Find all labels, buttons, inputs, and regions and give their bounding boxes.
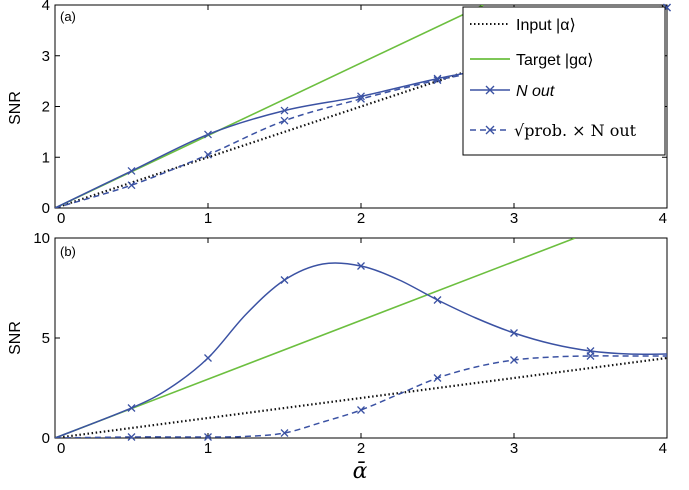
panel-a-xtick-label: 2 <box>357 210 365 227</box>
panel-a-ytick-label: 4 <box>42 0 50 14</box>
legend-target-label: Target |gα⟩ <box>516 52 593 69</box>
panel-b-nout-marker <box>204 354 212 362</box>
panel-b-prob-marker <box>127 433 136 441</box>
panel-a-ytick-label: 2 <box>42 99 50 116</box>
legend-box <box>462 6 666 156</box>
panel-b-prob-marker <box>510 356 518 364</box>
panel-b-prob-marker <box>280 429 289 437</box>
panel-b-input-line <box>55 356 667 438</box>
panel-a-prob-marker <box>204 150 212 159</box>
panel-b-ylabel: SNR <box>7 321 24 355</box>
panel-a-xtick-label: 0 <box>57 210 65 227</box>
panel-b-nout-marker <box>433 296 442 304</box>
x-axis-label: ᾱ <box>353 459 368 484</box>
panel-b-series <box>55 238 667 441</box>
panel-a-ytick-label: 3 <box>42 48 50 65</box>
panel-b-prob-marker <box>586 352 595 360</box>
panel-b-frame <box>54 237 668 439</box>
panel-a: 0 1 2 3 4 0 1 2 3 4 (a) SNR Input |α⟩ Target |gα⟩… <box>7 0 671 227</box>
legend: Input |α⟩ Target |gα⟩ N out √prob. × N o… <box>462 6 666 156</box>
panel-b-nout-marker <box>357 262 365 270</box>
panel-b-prob-marker <box>204 433 212 441</box>
panel-b-prob-marker <box>433 374 442 382</box>
panel-b-xtick-label: 3 <box>510 440 518 457</box>
legend-nout-marker <box>485 85 495 95</box>
panel-b-nout-marker <box>127 404 136 412</box>
panel-a-xtick-label: 4 <box>659 210 667 227</box>
panel-b-xtick-label: 2 <box>357 440 365 457</box>
panel-b: 0 1 2 3 4 0 5 10 (b) SNR ᾱ <box>7 230 668 484</box>
panel-b-nout-marker <box>510 329 518 337</box>
panel-b-ticks: 0 1 2 3 4 0 5 10 <box>33 230 668 457</box>
panel-b-target-line <box>55 238 576 438</box>
panel-a-ticks: 0 1 2 3 4 0 1 2 3 4 <box>42 0 668 227</box>
panel-a-ytick-label: 1 <box>42 149 50 166</box>
legend-prob-label: √prob. × N out <box>514 121 637 140</box>
panel-a-prob-marker <box>127 181 136 190</box>
panel-a-nout-marker <box>357 92 365 101</box>
legend-input-label: Input |α⟩ <box>516 17 576 34</box>
panel-b-ytick-label: 0 <box>42 430 50 447</box>
panel-a-ylabel: SNR <box>7 91 24 125</box>
panel-b-xtick-label: 4 <box>659 440 667 457</box>
panel-b-nout-marker <box>280 276 289 284</box>
panel-b-prob-marker <box>357 406 365 414</box>
panel-a-nout-marker <box>127 166 136 175</box>
panel-b-nout-line <box>55 262 667 438</box>
panel-a-xtick-label: 1 <box>204 210 212 227</box>
panel-a-nout-marker <box>204 130 212 139</box>
legend-prob-marker <box>485 125 495 135</box>
panel-a-tag: (a) <box>60 9 76 24</box>
panel-b-xtick-label: 0 <box>57 440 65 457</box>
panel-a-prob-marker <box>433 76 442 85</box>
panel-b-ytick-label: 10 <box>33 230 50 247</box>
panel-a-nout-marker <box>280 106 289 115</box>
panel-a-ytick-label: 0 <box>42 200 50 217</box>
panel-a-prob-marker <box>357 94 365 103</box>
panel-b-tag: (b) <box>60 244 76 259</box>
panel-b-xtick-label: 1 <box>204 440 212 457</box>
legend-nout-label: N out <box>516 83 555 100</box>
panel-b-ytick-label: 5 <box>42 330 50 347</box>
panel-a-prob-marker <box>280 116 289 125</box>
panel-b-prob-line <box>55 355 667 438</box>
panel-a-xtick-label: 3 <box>510 210 518 227</box>
